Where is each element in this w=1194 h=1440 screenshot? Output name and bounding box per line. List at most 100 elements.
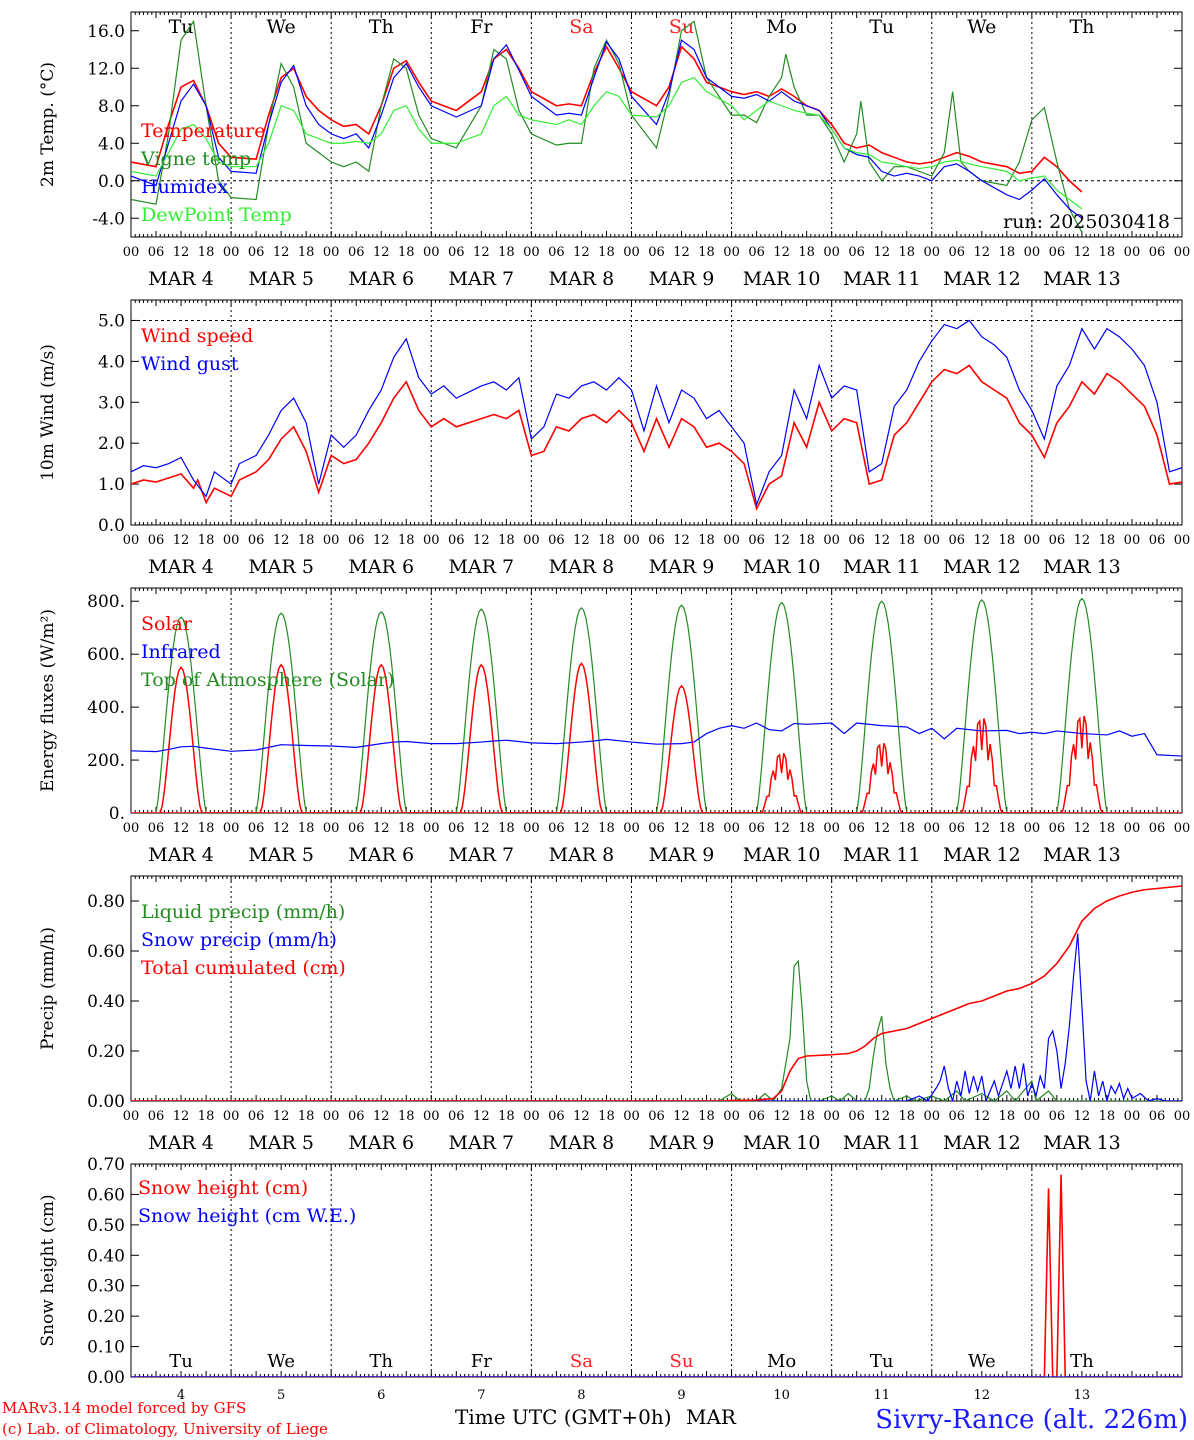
hour-label: 06 <box>148 245 165 260</box>
series-group <box>131 885 1182 1101</box>
legend-entry: Wind gust <box>141 353 239 375</box>
hour-label: 18 <box>898 533 915 548</box>
hour-label: 12 <box>873 533 890 548</box>
hour-label: 12 <box>273 821 290 836</box>
day-name: Tu <box>169 16 194 38</box>
hour-label: 12 <box>974 1109 991 1124</box>
hour-label: 00 <box>1024 821 1041 836</box>
hour-label: 06 <box>548 533 565 548</box>
hour-label: 00 <box>823 1109 840 1124</box>
hour-label: 00 <box>223 245 240 260</box>
y-tick-label: 8.0 <box>98 97 125 117</box>
hour-label: 00 <box>1124 821 1141 836</box>
date-label: MAR 6 <box>348 844 414 866</box>
hour-label: 18 <box>798 821 815 836</box>
date-label: MAR 6 <box>348 556 414 578</box>
y-axis-label: Energy fluxes (W/m²) <box>38 609 58 792</box>
day-name: We <box>968 1351 996 1372</box>
hour-label: 00 <box>723 821 740 836</box>
series-group <box>131 319 1182 511</box>
hour-label: 12 <box>673 245 690 260</box>
day-name: Th <box>369 1351 393 1372</box>
hour-label: 00 <box>723 533 740 548</box>
hour-label: 06 <box>848 1109 865 1124</box>
hour-label: 06 <box>1149 821 1166 836</box>
day-name: Sa <box>570 1351 593 1372</box>
hour-label: 12 <box>573 245 590 260</box>
hour-label: 18 <box>398 821 415 836</box>
hour-label: 18 <box>198 533 215 548</box>
hour-label: 12 <box>773 245 790 260</box>
hour-label: 12 <box>673 821 690 836</box>
hour-label: 18 <box>898 1109 915 1124</box>
hour-label: 12 <box>773 1109 790 1124</box>
y-tick-label: 400. <box>87 698 125 718</box>
y-axis-label: 2m Temp. (°C) <box>38 62 58 187</box>
hour-label: 06 <box>448 1109 465 1124</box>
day-number: 7 <box>477 1388 485 1403</box>
date-label: MAR 12 <box>943 556 1021 578</box>
hour-label: 06 <box>748 1109 765 1124</box>
day-name: Fr <box>471 1351 492 1372</box>
y-tick-label: -4.0 <box>92 209 125 229</box>
date-label: MAR 7 <box>449 844 515 866</box>
date-label: MAR 10 <box>743 844 821 866</box>
hour-label: 12 <box>473 245 490 260</box>
y-tick-label: 0.80 <box>87 892 125 912</box>
panel-5: 0.70 0.60 0.50 0.40 0.30 0.20 0.10 0.00 Snow hei… <box>38 1155 1183 1403</box>
hour-label: 00 <box>523 533 540 548</box>
hour-label: 00 <box>423 821 440 836</box>
hour-label: 18 <box>798 1109 815 1124</box>
hour-label: 06 <box>548 245 565 260</box>
day-number: 10 <box>773 1388 790 1403</box>
date-label: MAR 4 <box>148 268 214 290</box>
y-tick-label: 12.0 <box>87 59 125 79</box>
y-tick-label: 16.0 <box>87 22 125 42</box>
series-group <box>131 19 1083 233</box>
date-label: MAR 13 <box>1043 844 1121 866</box>
hour-label: 00 <box>823 533 840 548</box>
panel-1: 16.0 12.0 8.0 4.0 0.0 -4.0 2m Temp. (°C) 00 06 12… <box>38 11 1190 290</box>
model-credit: MARv3.14 model forced by GFS <box>2 1399 246 1417</box>
day-name: Su <box>670 1351 694 1372</box>
day-name: Sa <box>569 16 593 38</box>
date-label: MAR 7 <box>449 1132 515 1154</box>
hour-label: 00 <box>1174 1109 1191 1124</box>
y-tick-label: 0.0 <box>98 172 125 192</box>
date-label: MAR 6 <box>348 1132 414 1154</box>
y-tick-label: 0.40 <box>87 992 125 1012</box>
hour-label: 12 <box>373 821 390 836</box>
hour-label: 00 <box>923 245 940 260</box>
hour-label: 06 <box>448 533 465 548</box>
y-axis-label: Snow height (cm) <box>38 1194 58 1346</box>
day-number: 11 <box>873 1388 890 1403</box>
hour-label: 00 <box>523 821 540 836</box>
series-line-snow-precip-mm-h- <box>131 933 1182 1101</box>
date-label: MAR 9 <box>649 268 715 290</box>
hour-label: 18 <box>398 533 415 548</box>
series-line-temperature <box>131 44 1083 193</box>
legend-entry: Snow height (cm) <box>138 1177 308 1199</box>
hour-label: 06 <box>648 245 665 260</box>
hour-label: 00 <box>223 1109 240 1124</box>
day-number: 4 <box>177 1388 185 1403</box>
series-line-wind-gust <box>131 319 1182 507</box>
y-tick-label: 4.0 <box>98 352 125 372</box>
hour-label: 06 <box>748 533 765 548</box>
date-label: MAR 11 <box>843 556 921 578</box>
series-line-humidex <box>131 39 1083 219</box>
hour-label: 00 <box>1024 245 1041 260</box>
hour-label: 06 <box>148 821 165 836</box>
hour-label: 06 <box>648 821 665 836</box>
hour-label: 06 <box>949 533 966 548</box>
series-line-wind-speed <box>131 364 1182 511</box>
hour-label: 18 <box>498 245 515 260</box>
hour-label: 18 <box>698 533 715 548</box>
hour-label: 12 <box>773 821 790 836</box>
hour-label: 06 <box>348 1109 365 1124</box>
plot-frame <box>130 299 1183 526</box>
hour-label: 18 <box>498 821 515 836</box>
hour-label: 12 <box>673 533 690 548</box>
panel-2: 5.0 4.0 3.0 2.0 1.0 0.0 10m Wind (m/s) 00 06 12 18… <box>38 299 1190 578</box>
hour-label: 18 <box>999 533 1016 548</box>
